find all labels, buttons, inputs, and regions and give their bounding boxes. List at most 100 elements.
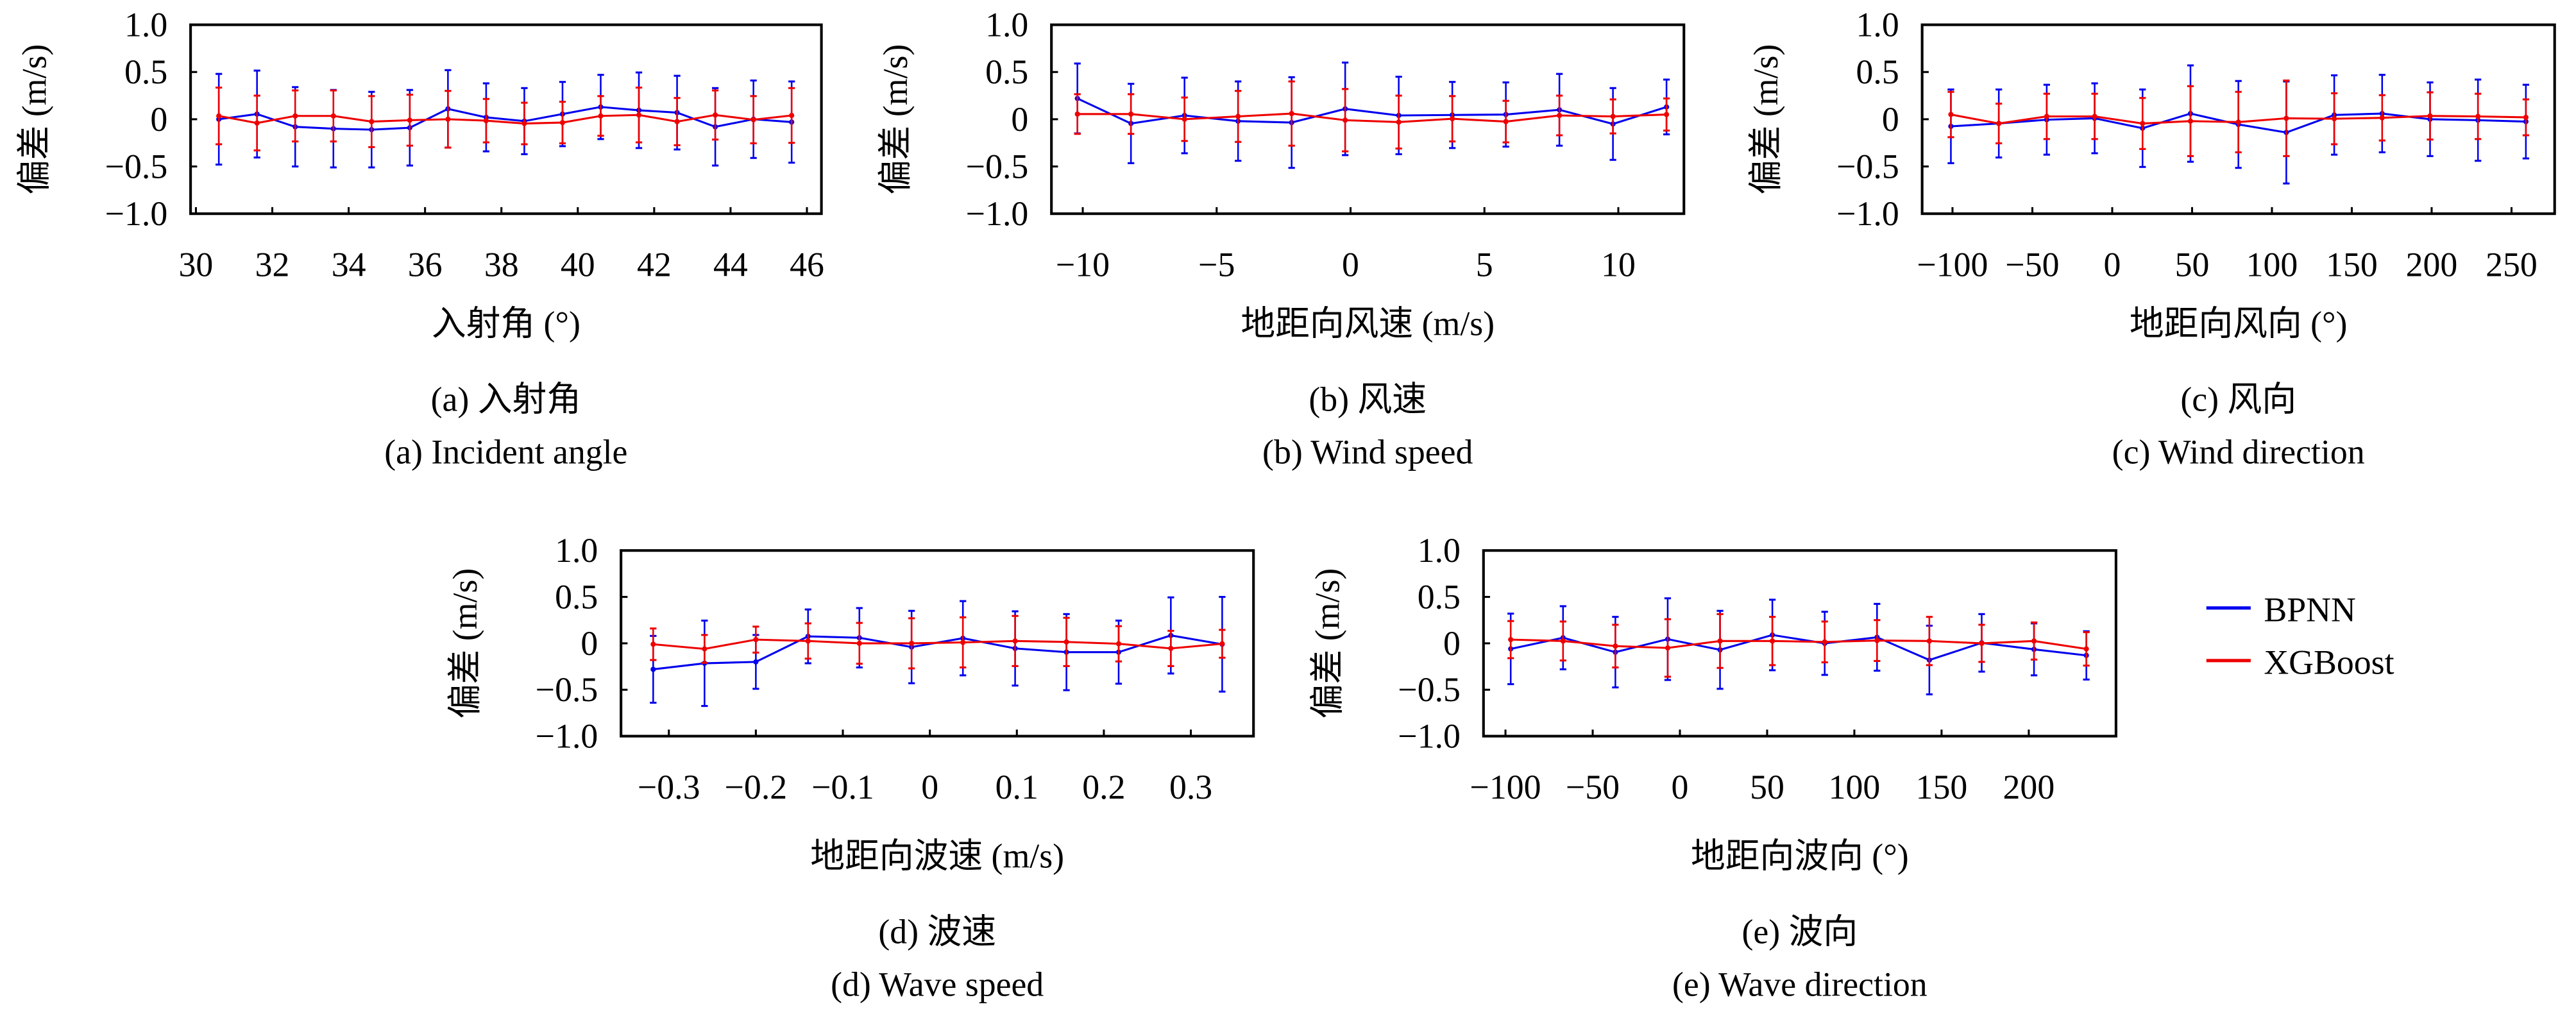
series-bpnn [650,596,1226,708]
data-point [1128,111,1134,117]
data-point [1219,641,1225,647]
data-point [1235,114,1241,119]
x-tick-label: 150 [2326,245,2378,284]
data-point [2187,118,2194,124]
y-tick-label: 0.5 [1418,577,1461,616]
y-tick-label: −1.0 [1836,194,1899,233]
series-xgboost [1947,79,2530,157]
x-tick-label: 34 [332,245,366,284]
data-point [2140,121,2146,126]
data-point [1717,638,1723,644]
data-point [805,638,811,644]
y-tick-label: 0 [1011,100,1028,139]
x-axis-label: 地距向风向 (°) [2130,305,2348,343]
y-tick-label: 1.0 [1856,6,1899,44]
series-line [218,114,792,125]
series-line [1511,638,2087,650]
x-tick-label: 0 [1672,768,1689,806]
panel-c: −100 −50 0 50 100 150 200 250 1.0 0.5 0 −0.5 −1.0 偏差 … [1747,6,2556,471]
x-tick-label: 32 [255,245,290,284]
data-point [753,659,759,665]
caption-cn: (e) 波向 [1741,912,1858,951]
y-axis-label: 偏差 (m/s) [1747,44,1785,194]
caption-en: (e) Wave direction [1672,965,1928,1003]
x-tick-label: 36 [408,245,443,284]
y-tick-label: 0.5 [555,577,598,616]
data-point [1168,645,1174,651]
data-point [1613,643,1618,649]
data-point [1343,117,1348,123]
panel-e: −100 −50 0 50 100 150 200 1.0 0.5 0 −0.5 −1.0 偏差 (m/… [1308,531,2117,1003]
series-line [653,638,1223,650]
x-tick-label: 0.3 [1169,768,1212,806]
data-point [674,119,680,124]
y-tick-label: −0.5 [536,670,598,709]
data-point [2331,116,2337,122]
x-tick-label: −100 [1917,245,1988,284]
data-point [1610,114,1616,119]
y-tick-label: −0.5 [105,147,168,185]
y-tick-label: 0.5 [124,53,167,91]
panels: 30 32 34 36 38 40 42 44 46 1.0 0.5 0 −0.5 −1.0 偏差 (m/s… [15,6,2556,1003]
series-line [1077,98,1667,125]
data-point [2379,115,2385,121]
series-line [1077,112,1667,123]
y-axis-label: 偏差 (m/s) [1308,568,1346,718]
y-tick-label: 1.0 [555,531,598,570]
data-point [789,112,795,119]
x-tick-label: 50 [1750,768,1784,806]
data-point [650,666,656,672]
data-point [2284,115,2289,121]
data-point [1979,640,1985,647]
series-bpnn [1507,597,2090,696]
x-tick-label: −50 [1566,768,1620,806]
data-point [483,118,489,124]
legend-label-xgboost: XGBoost [2264,643,2394,681]
caption-cn: (b) 风速 [1309,380,1427,419]
data-point [1770,638,1775,644]
data-point [2475,114,2481,119]
data-point [292,113,298,119]
x-tick-label: 0.1 [996,768,1038,806]
series-xgboost [216,87,795,152]
x-axis-label: 地距向风速 (m/s) [1241,305,1495,343]
legend: BPNN XGBoost [2206,590,2394,681]
x-tick-label: 50 [2175,245,2210,284]
data-point [1996,121,2002,126]
caption-en: (b) Wind speed [1262,432,1473,471]
data-point [909,640,915,647]
data-point [636,112,642,118]
y-tick-label: 0.5 [1856,53,1899,91]
data-point [369,119,375,124]
series-line [653,634,1223,670]
x-tick-label: 10 [1601,245,1636,284]
data-point [1948,112,1954,117]
data-point [521,121,527,126]
x-tick-label: −10 [1056,245,1110,284]
y-tick-label: 1.0 [1418,531,1461,570]
data-point [1503,119,1509,124]
data-point [1396,119,1402,125]
data-point [1665,645,1671,651]
panel-d: −0.3 −0.2 −0.1 0 0.1 0.2 0.3 1.0 0.5 0 −0.5 −1.0 偏差 … [446,531,1255,1003]
data-point [702,646,708,652]
panel-b: −10 −5 0 5 10 1.0 0.5 0 −0.5 −1.0 偏差 (m/s) 地距向风速 (m… [876,6,1686,471]
data-point [1557,112,1563,119]
x-tick-label: 0 [921,768,938,806]
x-tick-label: 0 [2104,245,2121,284]
x-tick-label: 5 [1476,245,1493,284]
caption-en: (a) Incident angle [384,432,627,471]
data-point [1063,639,1069,645]
x-tick-label: −0.3 [638,768,700,806]
x-tick-label: −5 [1198,245,1235,284]
x-tick-label: −100 [1470,768,1541,806]
data-point [2092,114,2097,119]
data-point [2427,113,2433,119]
x-axis-label: 地距向波速 (m/s) [810,837,1064,876]
data-point [330,113,336,119]
data-point [750,117,756,123]
x-tick-label: 100 [2246,245,2298,284]
data-point [1822,639,1827,645]
y-tick-label: 0 [1882,100,1899,139]
x-tick-label: −0.1 [811,768,874,806]
